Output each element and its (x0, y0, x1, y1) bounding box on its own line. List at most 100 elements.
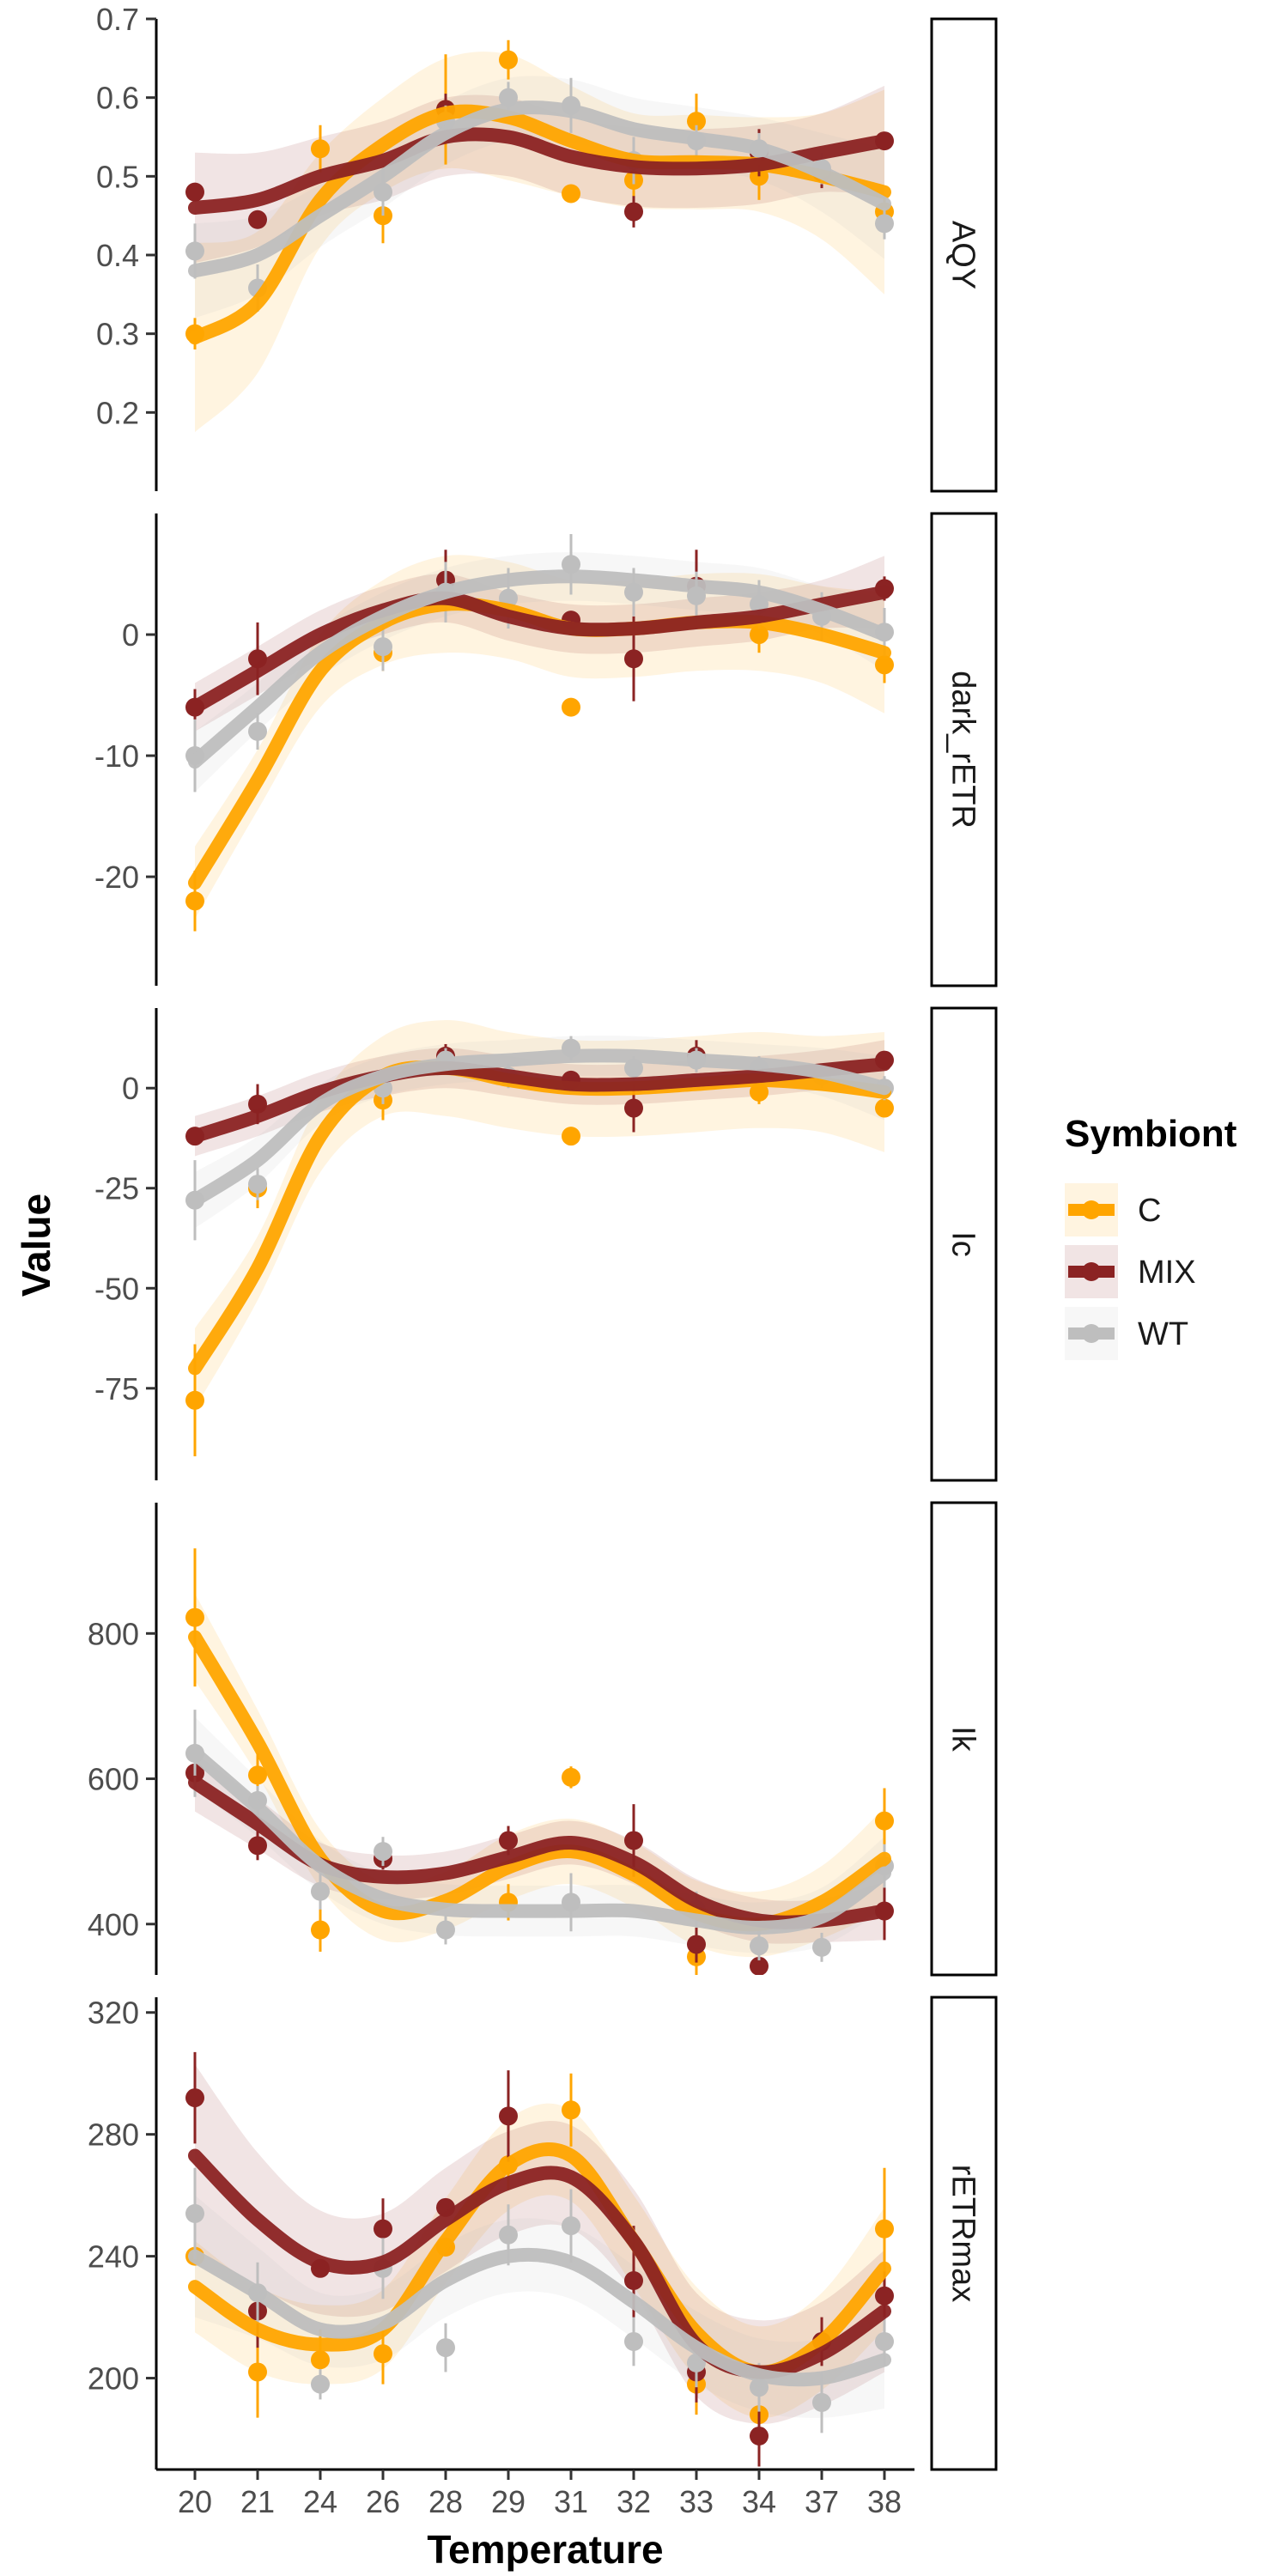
smooth-line-WT (188, 100, 891, 278)
x-tick-label: 32 (617, 2484, 651, 2519)
panels-layer: 0.2 0.3 0.4 0.5 0.6 0.7 AQY -20 -10 0 dark_rETR -75… (88, 2, 998, 2471)
panel-dark_rETR: -20 -10 0 dark_rETR (94, 512, 998, 987)
facet-strip-label: AQY (945, 221, 981, 289)
data-point-MIX (624, 2271, 643, 2290)
y-tick-label: 200 (88, 2361, 139, 2397)
y-tick-label: 0.6 (96, 81, 139, 116)
data-point-WT (562, 555, 580, 574)
x-tick-label: 38 (867, 2484, 902, 2519)
data-point-WT (624, 582, 643, 602)
x-tick-label: 21 (240, 2484, 275, 2519)
data-point-WT (185, 2203, 204, 2223)
x-tick-label: 24 (303, 2484, 337, 2519)
data-point-WT (562, 2216, 580, 2236)
data-point-C (562, 697, 580, 717)
data-point-WT (374, 1842, 392, 1862)
data-point-WT (436, 1920, 455, 1940)
data-point-C (875, 655, 894, 675)
data-point-C (248, 1765, 267, 1785)
data-point-C (185, 1390, 204, 1410)
data-point-WT (750, 1936, 769, 1956)
x-tick-label: 29 (491, 2484, 526, 2519)
facet-strip (930, 1006, 998, 1482)
data-point-C (499, 50, 518, 70)
y-tick-label: 600 (88, 1762, 139, 1797)
x-tick-label: 28 (428, 2484, 463, 2519)
data-point-WT (812, 1937, 831, 1957)
data-point-WT (499, 2225, 518, 2245)
confidence-band-MIX (195, 2064, 884, 2424)
data-point-C (875, 1098, 894, 1118)
legend-label-MIX: MIX (1138, 1255, 1196, 1291)
data-point-C (185, 891, 204, 911)
y-tick-label: 0.3 (96, 317, 139, 352)
data-point-WT (436, 2338, 455, 2358)
legend-key-point (1082, 1200, 1101, 1219)
panel-body (185, 2051, 894, 2467)
panel-body (185, 39, 894, 433)
data-point-WT (248, 721, 267, 741)
data-point-WT (875, 2331, 894, 2351)
y-tick-label: -10 (94, 738, 139, 774)
data-point-C (562, 1127, 580, 1146)
data-point-WT (311, 1881, 330, 1901)
data-point-WT (311, 2374, 330, 2394)
panel-body (185, 1019, 894, 1457)
legend-label-WT: WT (1138, 1316, 1188, 1352)
data-point-WT (248, 1175, 267, 1194)
smooth-line-WT (188, 569, 891, 769)
y-tick-label: 0.5 (96, 159, 139, 194)
data-point-MIX (750, 2426, 769, 2445)
y-tick-label: 280 (88, 2117, 139, 2153)
legend-key-point (1082, 1262, 1101, 1281)
panel-AQY: 0.2 0.3 0.4 0.5 0.6 0.7 AQY (96, 2, 998, 493)
data-point-C (311, 1920, 330, 1940)
facet-strip-label: rETRmax (945, 2165, 981, 2302)
y-tick-label: 0.2 (96, 395, 139, 430)
data-point-C (750, 1082, 769, 1102)
x-tick-label: 20 (178, 2484, 212, 2519)
y-tick-label: 320 (88, 1996, 139, 2031)
data-point-C (562, 184, 580, 204)
confidence-band-MIX (195, 556, 884, 732)
data-point-MIX (624, 1098, 643, 1118)
data-point-C (311, 2350, 330, 2370)
data-point-MIX (875, 2286, 894, 2306)
facet-strip (930, 512, 998, 987)
data-point-C (248, 2362, 267, 2382)
data-point-MIX (185, 2088, 204, 2108)
facet-strip-label: Ic (945, 1231, 981, 1257)
data-point-WT (624, 2331, 643, 2351)
y-tick-label: 0.7 (96, 2, 139, 37)
data-point-WT (812, 2392, 831, 2412)
legend-label-C: C (1138, 1193, 1161, 1229)
panel-body (185, 533, 894, 932)
facet-strip-label: dark_rETR (945, 671, 981, 829)
panel-Ik: 400 600 800 Ik (88, 1501, 998, 1977)
y-tick-label: 800 (88, 1616, 139, 1651)
legend-title: Symbiont (1065, 1113, 1237, 1155)
legend-key-point (1082, 1324, 1101, 1343)
y-tick-label: 0 (122, 1071, 139, 1106)
data-point-C (185, 1607, 204, 1627)
data-point-MIX (624, 1831, 643, 1850)
data-point-MIX (499, 1831, 518, 1850)
y-tick-label: 240 (88, 2239, 139, 2275)
facet-strip (930, 1501, 998, 1977)
data-point-MIX (499, 2106, 518, 2126)
data-point-C (562, 2100, 580, 2120)
data-point-WT (185, 241, 204, 261)
x-tick-label: 26 (366, 2484, 400, 2519)
smooth-line-MIX (188, 127, 891, 215)
data-point-WT (875, 214, 894, 234)
smooth-line-WT (188, 1048, 891, 1207)
y-tick-label: 400 (88, 1907, 139, 1942)
data-point-MIX (687, 1935, 706, 1954)
y-tick-label: -20 (94, 860, 139, 895)
data-point-C (311, 139, 330, 159)
y-tick-label: -75 (94, 1371, 139, 1406)
data-point-MIX (248, 210, 267, 229)
data-point-MIX (624, 649, 643, 669)
facet-strip-label: Ik (945, 1726, 981, 1753)
